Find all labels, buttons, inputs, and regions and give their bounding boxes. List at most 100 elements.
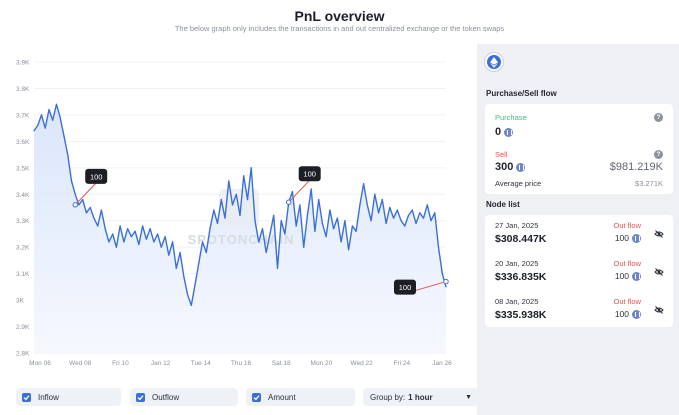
list-item[interactable]: 08 Jan, 2025 $335.938K Out flow 100 [485,291,673,329]
data-point [138,243,140,246]
y-tick-label: 3.6K [16,139,30,146]
outflow-label: Outflow [152,392,180,402]
y-tick-label: 3.3K [16,218,30,225]
data-point [104,228,106,230]
node-date: 27 Jan, 2025 [495,221,539,230]
outflow-toggle[interactable]: Outflow [130,388,238,406]
data-point [112,233,114,235]
y-tick-label: 3K [16,298,25,305]
data-point [329,209,331,211]
group-by-select[interactable]: Group by: 1 hour ▼ [363,388,479,406]
average-price-value: $3.271K [635,179,663,188]
data-point [299,204,301,206]
list-item[interactable]: 27 Jan, 2025 $308.447K Out flow 100 [485,215,673,253]
question-icon[interactable]: ? [654,150,663,159]
annotation-marker [72,202,78,208]
data-point [145,238,147,240]
question-icon[interactable]: ? [654,113,663,122]
data-point [67,154,69,156]
y-tick-label: 3.2K [16,245,30,252]
eth-coin-icon [632,271,641,281]
node-amount: $336.835K [495,271,547,283]
data-point [33,130,35,132]
data-point [441,273,443,275]
data-point [52,119,54,121]
sell-label: Sell [495,150,508,159]
data-point [231,204,234,206]
amount-toggle[interactable]: Amount [246,388,355,406]
x-tick-label: Fri 24 [393,360,410,367]
data-point [78,204,80,206]
data-point [179,251,181,254]
list-item[interactable]: 20 Jan, 2025 $336.835K Out flow 100 [485,253,673,291]
eth-coin-icon [632,309,641,319]
data-point [48,109,50,111]
data-point [258,241,260,243]
data-point [370,220,372,222]
chart-toggles: Inflow Outflow Amount Group by: 1 hour ▼ [16,388,479,406]
data-point [63,135,65,137]
data-point [336,217,338,219]
check-icon[interactable] [22,392,31,402]
eye-off-icon[interactable] [654,229,664,239]
data-point [333,228,335,230]
annotation-connector [288,179,311,203]
data-point [130,236,132,238]
data-point [363,183,365,185]
data-point [250,167,252,169]
annotation-badge [394,279,416,295]
x-tick-label: Jan 26 [432,360,452,367]
inflow-toggle[interactable]: Inflow [16,388,121,406]
data-point [291,191,293,193]
page-title: PnL overview [294,8,385,24]
node-amount: $308.447K [495,233,547,245]
data-point [430,220,432,222]
data-point [340,241,342,243]
data-point [355,230,357,232]
eye-off-icon[interactable] [654,267,664,277]
check-icon[interactable] [136,392,145,402]
node-list: 27 Jan, 2025 $308.447K Out flow 100 20 J… [485,215,673,327]
data-point [59,117,61,119]
data-point [434,212,436,214]
y-tick-label: 3.1K [16,271,30,278]
node-flow: Out flow [613,259,641,268]
data-point [393,217,395,219]
data-point [40,114,43,116]
data-point [97,225,99,227]
eye-off-icon[interactable] [654,305,664,315]
data-point [325,236,327,238]
annotation-label: 100 [303,170,316,179]
data-point [224,217,226,219]
data-point [344,220,346,222]
x-tick-label: Jan 12 [151,360,171,367]
data-point [419,212,421,214]
data-point [261,228,264,230]
data-point [74,193,76,195]
group-by-value: 1 hour [408,392,433,402]
data-point [404,225,406,227]
caret-down-icon: ▼ [465,393,472,401]
data-point [276,267,279,269]
data-point [82,199,84,201]
data-point [351,225,353,227]
data-point [149,228,151,230]
pnl-chart[interactable]: 3.9K 3.8K 3.7K 3.6K 3.5K 3.4K 3.3K 3.2K 3.1K 3K 2.… [6,44,471,374]
data-point [190,304,192,306]
node-date: 08 Jan, 2025 [495,297,539,306]
sell-value: 300 [495,161,526,173]
y-tick-label: 2.8K [16,351,30,358]
data-point [213,209,215,211]
node-flow: Out flow [613,297,641,306]
data-point [314,230,316,232]
data-point [89,206,91,209]
data-point [70,180,73,182]
data-point [37,124,39,127]
average-price-label: Average price [495,179,542,188]
node-count: 100 [615,271,641,281]
data-point [396,209,398,211]
check-icon[interactable] [252,392,261,402]
data-point [55,103,58,105]
data-point [265,251,267,254]
data-point [160,246,162,248]
